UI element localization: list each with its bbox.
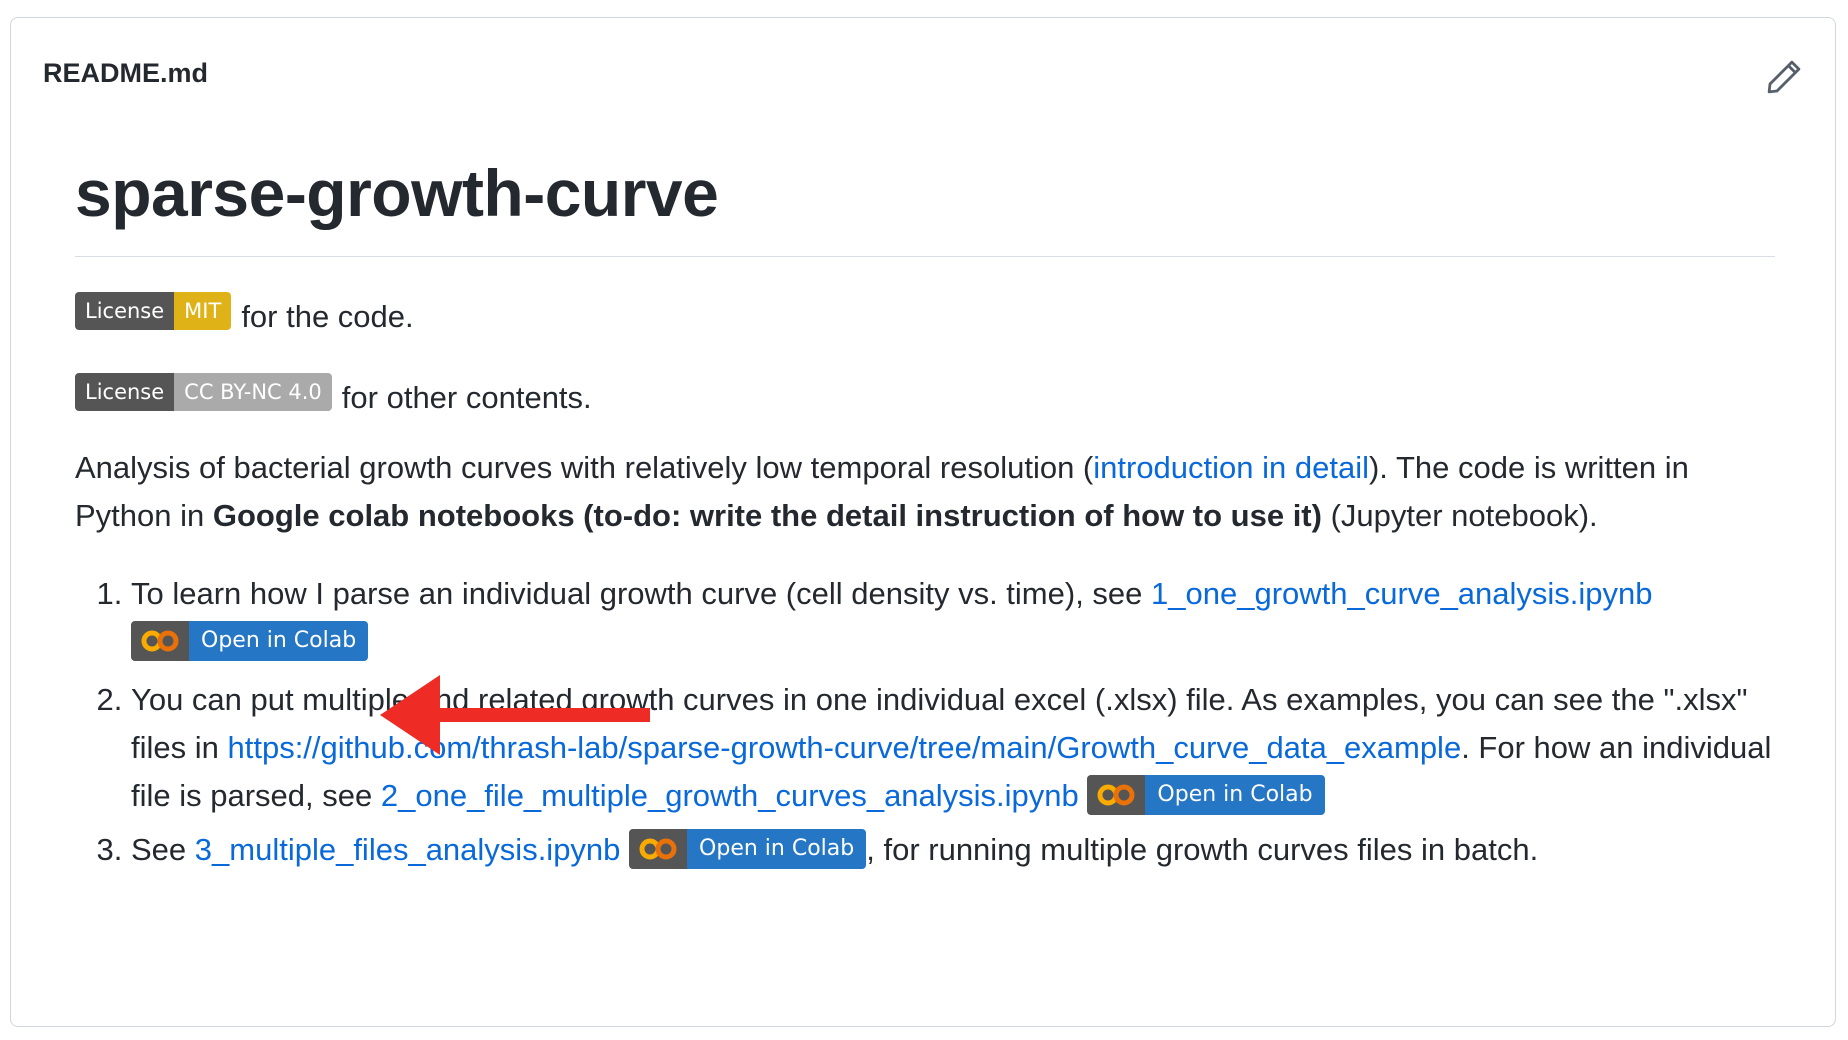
mit-license-text: for the code. [241, 299, 414, 334]
colab-logo-icon [629, 828, 688, 869]
list-item: To learn how I parse an individual growt… [131, 570, 1775, 666]
list-text: To learn how I parse an individual growt… [131, 576, 1152, 611]
red-arrow-icon [380, 675, 650, 755]
badge-right-label: MIT [174, 292, 232, 330]
colab-label: Open in Colab [189, 620, 369, 661]
notebook-3-link[interactable]: 3_multiple_files_analysis.ipynb [194, 832, 621, 867]
mit-license-line: License MIT for the code. [75, 287, 1775, 335]
colab-label: Open in Colab [687, 828, 867, 869]
page-title: sparse-growth-curve [75, 148, 1775, 257]
steps-list: To learn how I parse an individual growt… [75, 570, 1775, 874]
badge-right-label: CC BY-NC 4.0 [174, 373, 332, 411]
pencil-icon[interactable] [1763, 56, 1805, 98]
intro-bold-text: Google colab notebooks (to-do: write the… [212, 498, 1322, 533]
colab-logo-icon [131, 620, 189, 661]
list-item: You can put multiple and related growth … [131, 676, 1775, 820]
badge-left-label: License [75, 292, 175, 330]
cc-license-badge[interactable]: License CC BY-NC 4.0 [75, 373, 332, 411]
colab-logo-icon [1087, 774, 1146, 815]
cc-license-line: License CC BY-NC 4.0 for other contents. [75, 368, 1775, 416]
cc-license-text: for other contents. [341, 380, 592, 415]
intro-text: (Jupyter notebook). [1321, 498, 1598, 533]
open-in-colab-button[interactable]: Open in Colab [1087, 774, 1325, 815]
colab-label: Open in Colab [1145, 774, 1325, 815]
badge-left-label: License [75, 373, 175, 411]
readme-content: sparse-growth-curve License MIT for the … [75, 148, 1775, 880]
list-text: , for running multiple growth curves fil… [866, 832, 1539, 867]
list-text: You can put multiple and related growth … [131, 682, 1748, 765]
intro-text: ). The code is written in Python in [75, 450, 1689, 533]
introduction-link[interactable]: introduction in detail [1093, 450, 1369, 485]
intro-text: Analysis of bacterial growth curves with… [75, 450, 1094, 485]
list-item: See 3_multiple_files_analysis.ipynb Open… [131, 826, 1775, 874]
mit-license-badge[interactable]: License MIT [75, 292, 232, 330]
open-in-colab-button[interactable]: Open in Colab [629, 828, 867, 869]
notebook-2-link[interactable]: 2_one_file_multiple_growth_curves_analys… [380, 778, 1079, 813]
readme-card: README.md sparse-growth-curve License MI… [10, 17, 1836, 1027]
list-text: See [131, 832, 195, 867]
readme-header: README.md [11, 18, 1835, 128]
open-in-colab-button[interactable]: Open in Colab [131, 620, 369, 661]
readme-filename: README.md [43, 58, 209, 88]
list-text: . For how an individual file is parsed, … [131, 730, 1772, 813]
intro-paragraph: Analysis of bacterial growth curves with… [75, 444, 1775, 540]
notebook-1-link[interactable]: 1_one_growth_curve_analysis.ipynb [1151, 576, 1653, 611]
